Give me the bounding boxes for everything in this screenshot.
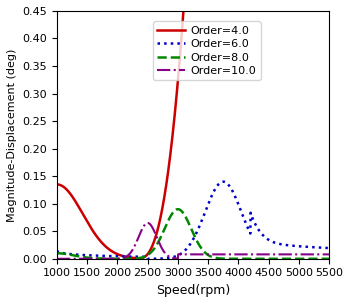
Order=6.0 <box>146 257 150 261</box>
Order=8.0 <box>175 208 179 211</box>
Order=4.0 <box>175 88 179 92</box>
Order=10.0 <box>267 253 272 256</box>
Order=8.0 <box>272 257 276 261</box>
Line: Order=6.0: Order=6.0 <box>57 182 329 259</box>
Line: Order=10.0: Order=10.0 <box>57 223 329 259</box>
Legend: Order=4.0, Order=6.0, Order=8.0, Order=10.0: Order=4.0, Order=6.0, Order=8.0, Order=1… <box>153 22 261 80</box>
Order=8.0 <box>176 207 180 211</box>
Order=6.0 <box>327 246 331 250</box>
Order=6.0 <box>221 180 225 184</box>
Order=4.0 <box>138 257 142 260</box>
Order=10.0 <box>175 257 179 261</box>
Order=4.0 <box>83 216 87 219</box>
Order=6.0 <box>83 253 87 257</box>
Order=10.0 <box>55 257 59 261</box>
Order=6.0 <box>242 218 246 221</box>
Order=4.0 <box>165 176 169 180</box>
Order=8.0 <box>55 251 59 255</box>
Order=8.0 <box>267 257 272 261</box>
Y-axis label: Magnitude-Displacement (deg): Magnitude-Displacement (deg) <box>7 48 17 222</box>
Order=8.0 <box>165 222 169 225</box>
Order=6.0 <box>175 254 179 257</box>
X-axis label: Speed(rpm): Speed(rpm) <box>156 284 230 297</box>
Order=6.0 <box>55 249 59 252</box>
Order=6.0 <box>165 256 169 260</box>
Order=4.0 <box>55 183 59 186</box>
Line: Order=4.0: Order=4.0 <box>57 0 329 258</box>
Order=8.0 <box>83 255 87 259</box>
Order=8.0 <box>242 257 246 261</box>
Order=10.0 <box>272 253 276 256</box>
Order=10.0 <box>165 254 169 257</box>
Order=10.0 <box>83 257 87 261</box>
Order=6.0 <box>268 239 272 242</box>
Order=10.0 <box>327 253 331 256</box>
Order=8.0 <box>327 257 331 261</box>
Order=10.0 <box>146 221 150 225</box>
Order=10.0 <box>242 253 246 256</box>
Line: Order=8.0: Order=8.0 <box>57 209 329 259</box>
Order=6.0 <box>273 241 277 244</box>
